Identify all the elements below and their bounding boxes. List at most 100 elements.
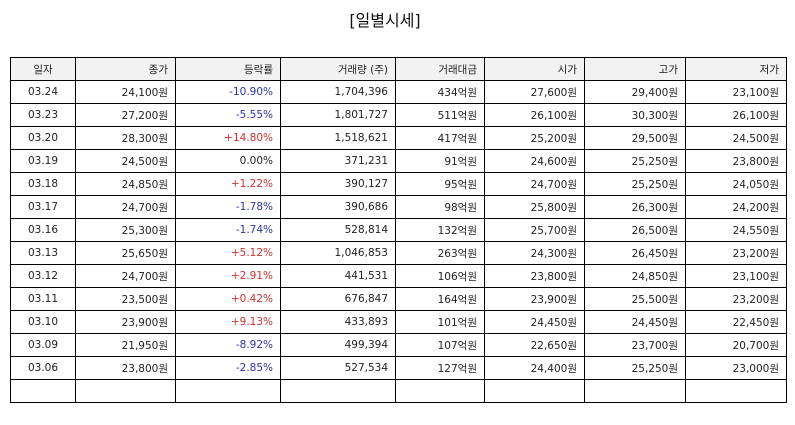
- cell-high: 25,250원: [584, 356, 686, 380]
- cell-trading-amount: 91억원: [395, 149, 485, 173]
- header-change-rate: 등락률: [175, 57, 281, 81]
- cell-low: 24,050원: [685, 172, 787, 196]
- cell-change-rate: [175, 379, 281, 403]
- table-row: 03.06 23,800원 -2.85% 527,534 127억원 24,400원 25,…: [10, 356, 787, 380]
- cell-change-rate: +5.12%: [175, 241, 281, 265]
- cell-change-rate: -1.74%: [175, 218, 281, 242]
- cell-open: 25,200원: [484, 126, 585, 150]
- header-date: 일자: [10, 57, 76, 81]
- cell-high: 24,450원: [584, 310, 686, 334]
- cell-volume: [280, 379, 396, 403]
- cell-date: 03.19: [10, 149, 76, 173]
- cell-change-rate: -1.78%: [175, 195, 281, 219]
- cell-open: 26,100원: [484, 103, 585, 127]
- cell-trading-amount: [395, 379, 485, 403]
- cell-trading-amount: 434억원: [395, 80, 485, 104]
- cell-low: 23,800원: [685, 149, 787, 173]
- cell-high: 26,450원: [584, 241, 686, 265]
- header-close: 종가: [75, 57, 176, 81]
- cell-open: 25,800원: [484, 195, 585, 219]
- header-open: 시가: [484, 57, 585, 81]
- table-row: 03.18 24,850원 +1.22% 390,127 95억원 24,700원 25,2…: [10, 172, 787, 196]
- cell-date: 03.10: [10, 310, 76, 334]
- cell-trading-amount: 164억원: [395, 287, 485, 311]
- cell-open: 24,600원: [484, 149, 585, 173]
- header-high: 고가: [584, 57, 686, 81]
- table-row: 03.16 25,300원 -1.74% 528,814 132억원 25,700원 26,…: [10, 218, 787, 242]
- cell-trading-amount: 263억원: [395, 241, 485, 265]
- table-row: 03.11 23,500원 +0.42% 676,847 164억원 23,900원 25,…: [10, 287, 787, 311]
- cell-open: 24,700원: [484, 172, 585, 196]
- cell-change-rate: -2.85%: [175, 356, 281, 380]
- header-volume: 거래량 (주): [280, 57, 396, 81]
- cell-change-rate: -8.92%: [175, 333, 281, 357]
- cell-close: 24,500원: [75, 149, 176, 173]
- cell-close: 24,100원: [75, 80, 176, 104]
- cell-date: 03.16: [10, 218, 76, 242]
- cell-high: 25,250원: [584, 172, 686, 196]
- cell-close: 28,300원: [75, 126, 176, 150]
- header-low: 저가: [685, 57, 787, 81]
- cell-date: 03.24: [10, 80, 76, 104]
- cell-low: 23,100원: [685, 80, 787, 104]
- cell-trading-amount: 106억원: [395, 264, 485, 288]
- cell-low: [685, 379, 787, 403]
- cell-date: 03.12: [10, 264, 76, 288]
- table-row: 03.09 21,950원 -8.92% 499,394 107억원 22,650원 23,…: [10, 333, 787, 357]
- cell-change-rate: -5.55%: [175, 103, 281, 127]
- daily-price-table: 일자 종가 등락률 거래량 (주) 거래대금 시가 고가 저가 03.24 24,…: [10, 57, 787, 403]
- table-body: 03.24 24,100원 -10.90% 1,704,396 434억원 27,600원…: [10, 80, 787, 403]
- cell-volume: 527,534: [280, 356, 396, 380]
- cell-volume: 371,231: [280, 149, 396, 173]
- cell-close: 24,850원: [75, 172, 176, 196]
- cell-volume: 528,814: [280, 218, 396, 242]
- cell-change-rate: -10.90%: [175, 80, 281, 104]
- cell-high: 30,300원: [584, 103, 686, 127]
- cell-close: 23,800원: [75, 356, 176, 380]
- cell-date: 03.06: [10, 356, 76, 380]
- cell-close: 23,900원: [75, 310, 176, 334]
- cell-high: 25,500원: [584, 287, 686, 311]
- cell-date: 03.18: [10, 172, 76, 196]
- cell-date: 03.20: [10, 126, 76, 150]
- table-row: 03.19 24,500원 0.00% 371,231 91억원 24,600원 25,25…: [10, 149, 787, 173]
- cell-close: [75, 379, 176, 403]
- cell-low: 23,200원: [685, 241, 787, 265]
- table-row: 03.13 25,650원 +5.12% 1,046,853 263억원 24,300원 2…: [10, 241, 787, 265]
- table-row: 03.17 24,700원 -1.78% 390,686 98억원 25,800원 26,3…: [10, 195, 787, 219]
- cell-close: 24,700원: [75, 195, 176, 219]
- cell-change-rate: +2.91%: [175, 264, 281, 288]
- cell-volume: 676,847: [280, 287, 396, 311]
- cell-low: 26,100원: [685, 103, 787, 127]
- cell-date: 03.17: [10, 195, 76, 219]
- cell-open: 25,700원: [484, 218, 585, 242]
- cell-trading-amount: 107억원: [395, 333, 485, 357]
- cell-trading-amount: 417억원: [395, 126, 485, 150]
- cell-open: 24,400원: [484, 356, 585, 380]
- cell-high: 25,250원: [584, 149, 686, 173]
- header-trading-amount: 거래대금: [395, 57, 485, 81]
- table-row: 03.20 28,300원 +14.80% 1,518,621 417억원 25,200원…: [10, 126, 787, 150]
- cell-change-rate: +14.80%: [175, 126, 281, 150]
- cell-open: 24,450원: [484, 310, 585, 334]
- cell-open: 23,900원: [484, 287, 585, 311]
- table-row: 03.10 23,900원 +9.13% 433,893 101억원 24,450원 24,…: [10, 310, 787, 334]
- cell-volume: 1,518,621: [280, 126, 396, 150]
- cell-low: 23,100원: [685, 264, 787, 288]
- cell-close: 25,650원: [75, 241, 176, 265]
- cell-low: 20,700원: [685, 333, 787, 357]
- cell-open: [484, 379, 585, 403]
- cell-high: 26,300원: [584, 195, 686, 219]
- cell-low: 23,000원: [685, 356, 787, 380]
- table-header-row: 일자 종가 등락률 거래량 (주) 거래대금 시가 고가 저가: [10, 57, 787, 81]
- cell-trading-amount: 101억원: [395, 310, 485, 334]
- cell-low: 22,450원: [685, 310, 787, 334]
- cell-trading-amount: 98억원: [395, 195, 485, 219]
- cell-date: 03.23: [10, 103, 76, 127]
- cell-trading-amount: 511억원: [395, 103, 485, 127]
- cell-volume: 390,686: [280, 195, 396, 219]
- cell-low: 23,200원: [685, 287, 787, 311]
- cell-open: 24,300원: [484, 241, 585, 265]
- cell-trading-amount: 95억원: [395, 172, 485, 196]
- cell-close: 25,300원: [75, 218, 176, 242]
